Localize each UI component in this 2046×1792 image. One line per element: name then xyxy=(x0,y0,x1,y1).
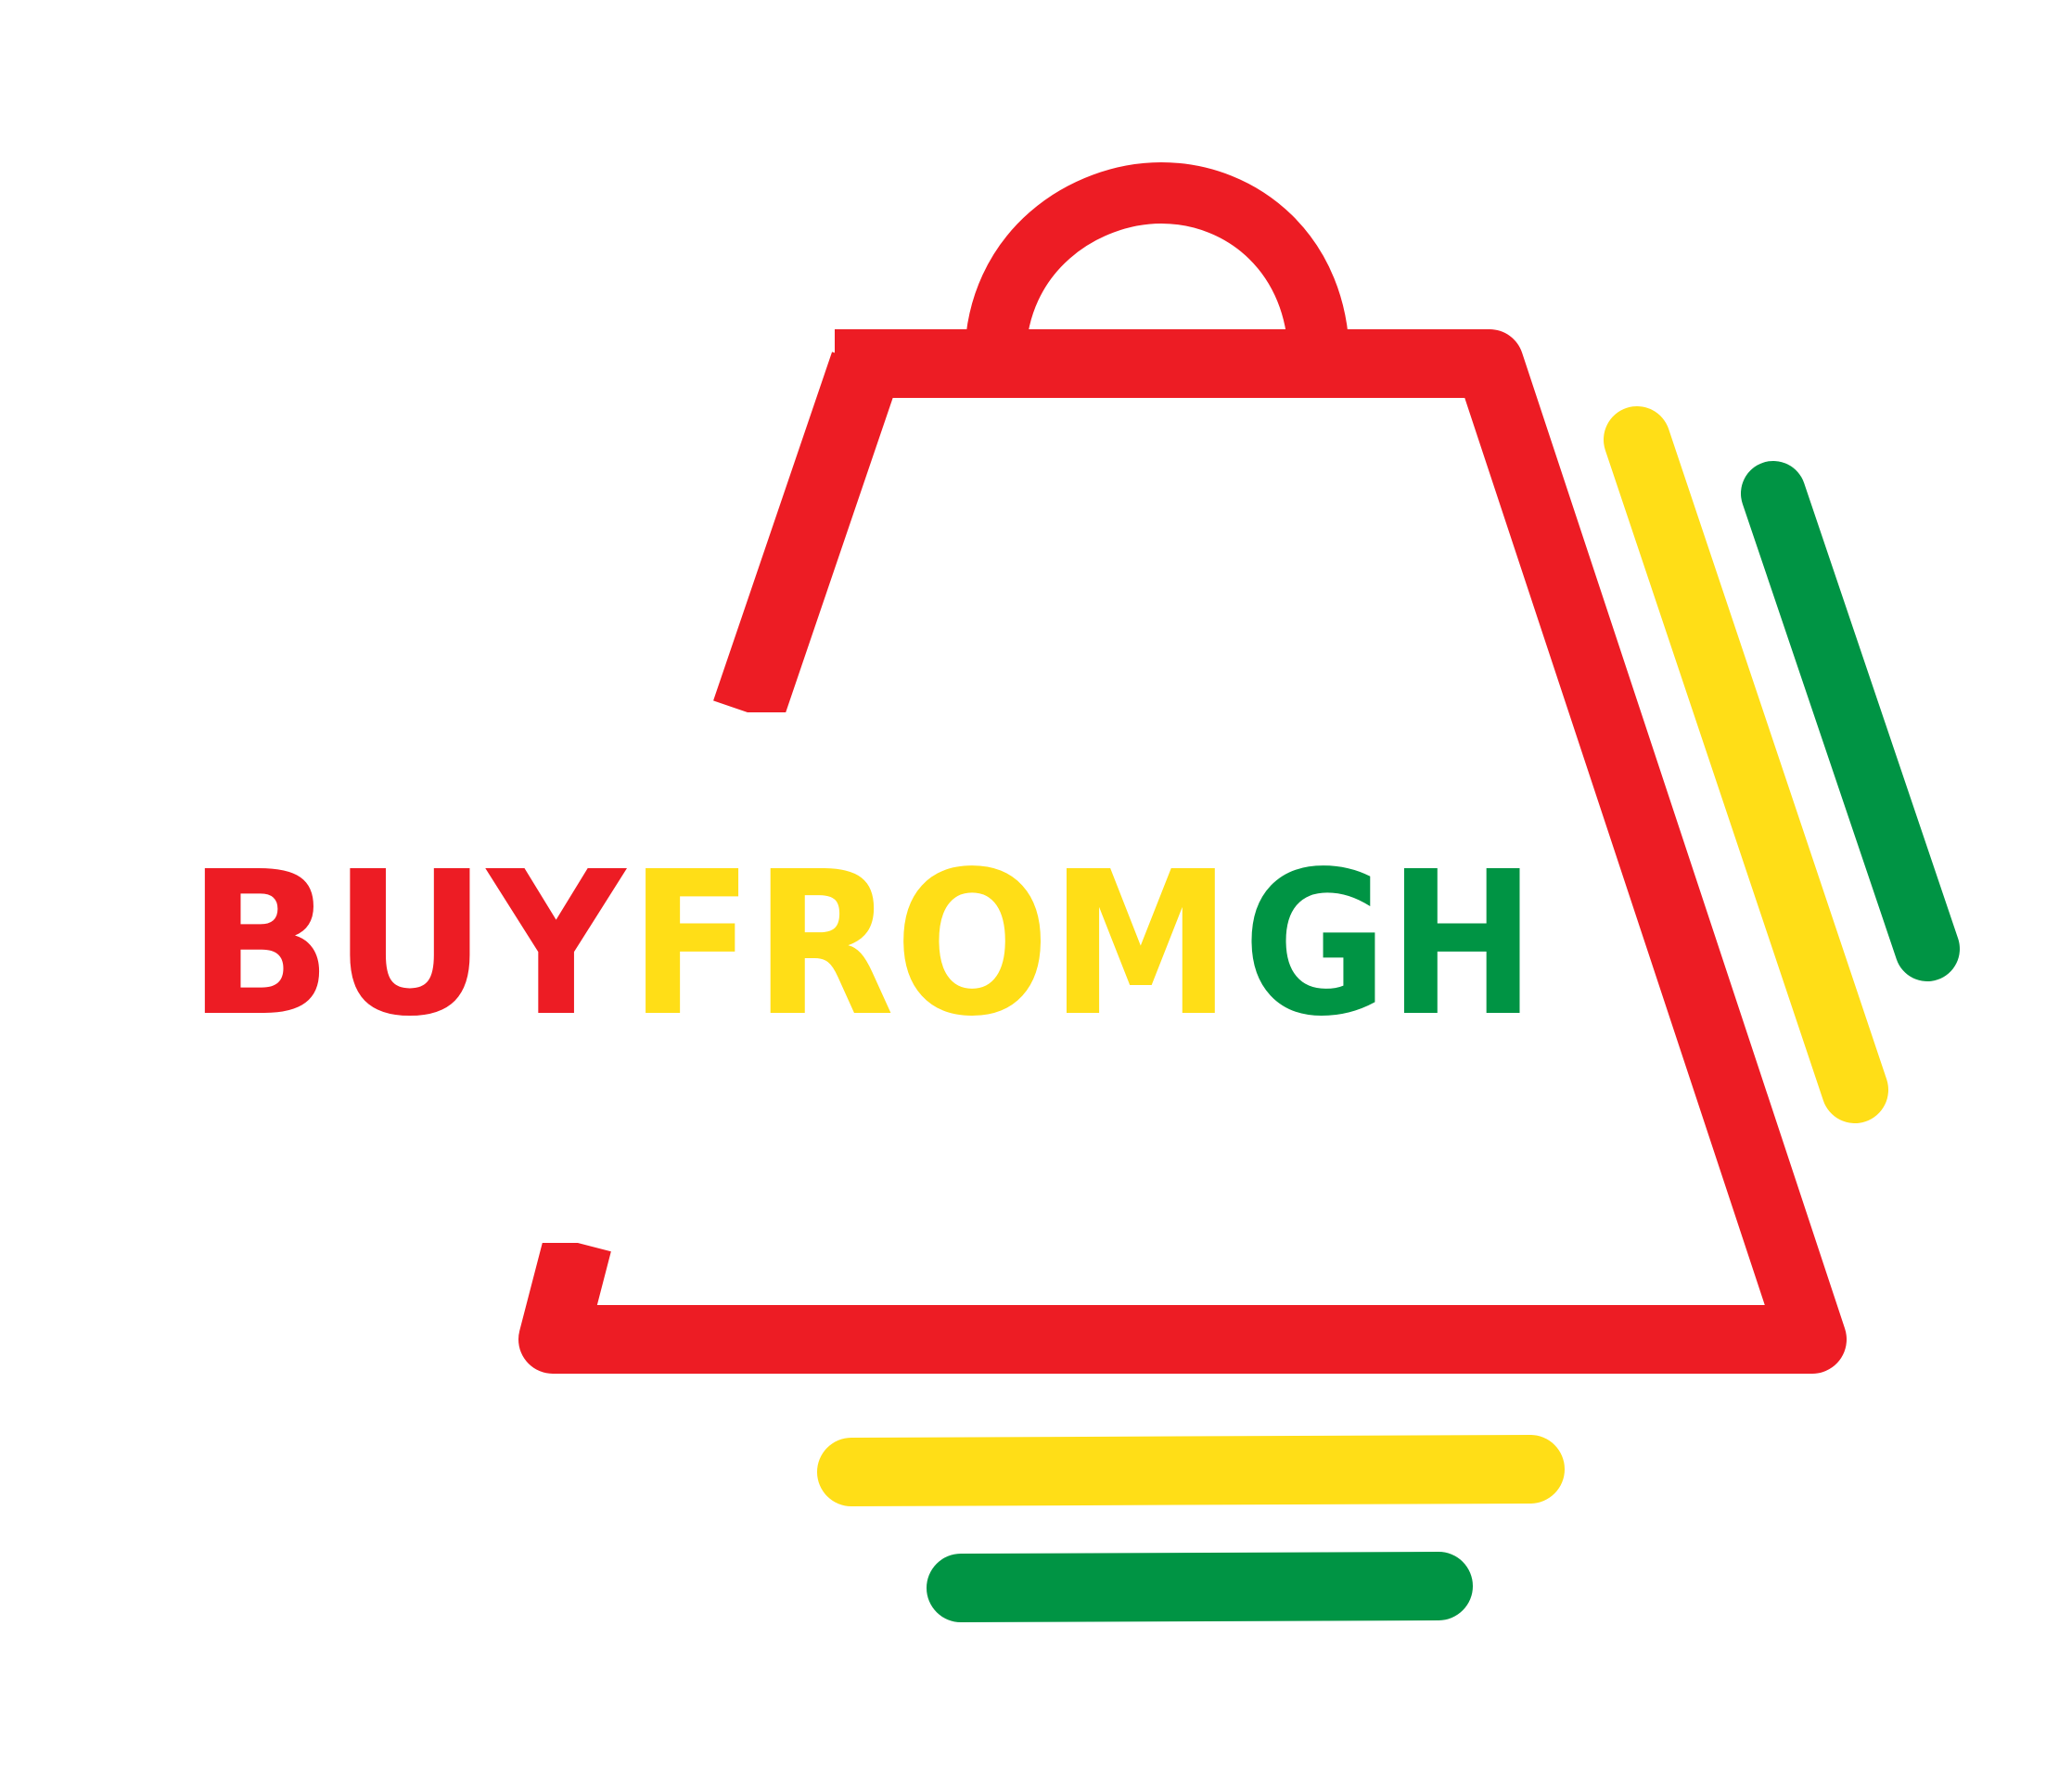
wordmark-buy: BUY xyxy=(187,829,628,1060)
motion-line-yellow-diagonal xyxy=(1604,406,1888,1123)
motion-line-green-horizontal xyxy=(927,1552,1473,1622)
speed-lines-icon xyxy=(817,406,1960,1622)
motion-line-green-diagonal xyxy=(1741,461,1960,981)
wordmark: BUY FROM GH xyxy=(187,829,1536,1060)
bag-body-main xyxy=(518,329,1847,1374)
bag-handle xyxy=(965,161,1349,362)
wordmark-from: FROM xyxy=(629,829,1232,1060)
shopping-bag-icon xyxy=(518,161,1847,1374)
bag-body-upper-left xyxy=(713,352,901,724)
motion-line-yellow-horizontal xyxy=(817,1435,1565,1506)
wordmark-gh: GH xyxy=(1243,829,1536,1060)
